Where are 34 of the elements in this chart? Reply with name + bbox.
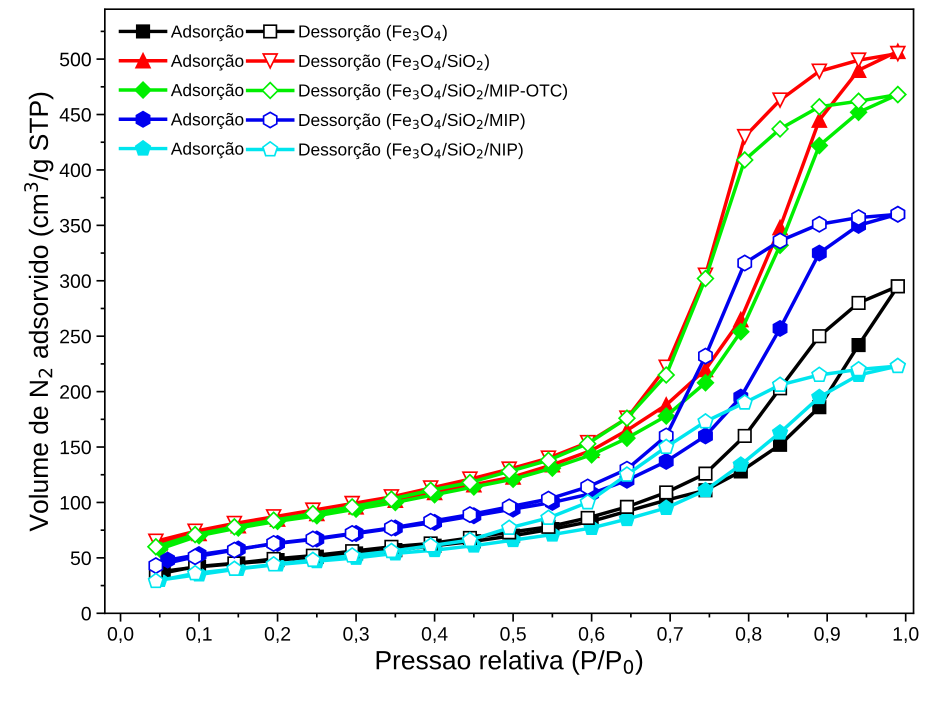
legend-label: Adsorção bbox=[170, 83, 244, 100]
legend-label: Adsorção bbox=[170, 112, 244, 130]
legend-label: Dessorção (Fe$_{3}$O$_{4}$/SiO$_{2}$) bbox=[299, 54, 489, 71]
legend-label: Dessorção (Fe$_{3}$O$_{4}$/SiO$_{2}$/MIP-OTC) bbox=[299, 84, 568, 100]
x-tick-label: 0,9 bbox=[814, 626, 840, 644]
y-tick-label: 100 bbox=[60, 496, 91, 510]
legend-label: Dessorção (Fe$_{3}$O$_{4}$) bbox=[299, 24, 447, 42]
x-tick-label: 0,7 bbox=[657, 626, 683, 644]
y-tick-label: 0 bbox=[82, 606, 91, 621]
x-axis-title: Pressao relativa (P/P$_{0}$) bbox=[376, 650, 642, 675]
y-tick-label: 150 bbox=[60, 440, 91, 454]
y-tick-label: 200 bbox=[60, 385, 91, 399]
x-tick-label: 0,1 bbox=[186, 626, 212, 644]
x-tick-label: 0,5 bbox=[500, 626, 526, 644]
y-tick-label: 50 bbox=[70, 551, 91, 566]
y-tick-label: 450 bbox=[60, 108, 91, 122]
legend-label: Dessorção (Fe$_{3}$O$_{4}$/SiO$_{2}$/NIP) bbox=[299, 142, 523, 160]
x-tick-label: 0,2 bbox=[264, 626, 290, 644]
x-tick-label: 0,0 bbox=[108, 626, 134, 644]
y-axis-title: Volume de N$_{2}$ adsorvido (cm$^{3}$/g STP) bbox=[24, 92, 54, 532]
legend-label: Adsorção bbox=[170, 24, 244, 42]
legend-label: Adsorção bbox=[170, 142, 244, 158]
x-tick-label: 0,6 bbox=[578, 626, 604, 644]
y-tick-label: 500 bbox=[60, 52, 91, 66]
y-tick-label: 350 bbox=[60, 218, 91, 233]
x-tick-label: 0,8 bbox=[736, 626, 762, 644]
y-tick-label: 250 bbox=[60, 330, 91, 344]
legend-label: Dessorção (Fe$_{3}$O$_{4}$/SiO$_{2}$/MIP) bbox=[299, 113, 525, 130]
x-tick-label: 1,0 bbox=[894, 626, 918, 644]
y-tick-label: 400 bbox=[60, 163, 91, 178]
legend-label: Adsorção bbox=[170, 54, 244, 70]
x-tick-label: 0,4 bbox=[422, 626, 448, 644]
y-tick-label: 300 bbox=[60, 274, 91, 288]
x-tick-label: 0,3 bbox=[343, 626, 369, 644]
